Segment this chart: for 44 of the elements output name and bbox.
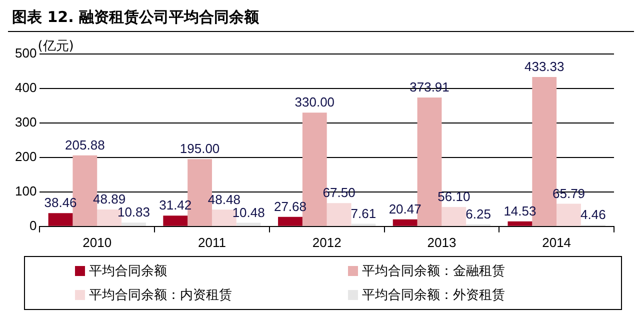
legend-label: 平均合同余额：内资租赁 (89, 287, 232, 304)
data-label: 433.33 (524, 59, 564, 74)
y-axis-title: (亿元) (38, 38, 74, 54)
y-tick-label: 300 (14, 114, 37, 130)
data-label: 205.88 (65, 137, 105, 152)
data-label: 10.83 (117, 204, 150, 220)
data-label: 20.47 (388, 201, 422, 216)
data-label: 48.48 (208, 192, 240, 207)
legend-label: 平均合同余额 (89, 263, 167, 280)
data-label: 27.68 (274, 198, 307, 214)
data-label: 4.46 (580, 206, 606, 222)
data-label: 31.42 (159, 198, 192, 213)
y-tick-label: 500 (14, 46, 37, 61)
bar (508, 221, 532, 226)
bar (556, 204, 581, 226)
data-label: 195.00 (180, 141, 220, 156)
bar (392, 219, 418, 226)
bar (442, 207, 466, 226)
bar (48, 213, 73, 226)
y-tick-label: 400 (14, 80, 37, 96)
y-tick-label: 0 (29, 218, 37, 233)
x-tick-label: 2014 (542, 234, 572, 250)
y-tick-label: 200 (14, 149, 37, 164)
x-tick-label: 2010 (82, 234, 112, 250)
data-label: 38.46 (44, 195, 77, 210)
x-tick-label: 2013 (427, 234, 456, 250)
data-label: 56.10 (438, 189, 470, 204)
bar (122, 222, 146, 226)
data-label: 7.61 (350, 206, 376, 221)
data-label: 6.25 (466, 206, 491, 222)
data-label: 10.48 (232, 204, 265, 220)
data-label: 330.00 (294, 94, 335, 110)
legend-label: 平均合同余额：外资租赁 (362, 287, 505, 304)
data-label: 48.89 (93, 192, 126, 207)
bar (236, 222, 261, 226)
x-tick-label: 2012 (312, 234, 342, 250)
x-tick-label: 2011 (198, 234, 226, 250)
y-tick-label: 100 (14, 184, 37, 198)
bar (278, 216, 302, 226)
data-label: 14.53 (504, 203, 536, 218)
legend-label: 平均合同余额：金融租赁 (362, 263, 505, 280)
bar (163, 216, 188, 226)
bar (326, 203, 352, 226)
chart-title: 图表 12. 融资租赁公司平均合同余额 (8, 8, 634, 32)
